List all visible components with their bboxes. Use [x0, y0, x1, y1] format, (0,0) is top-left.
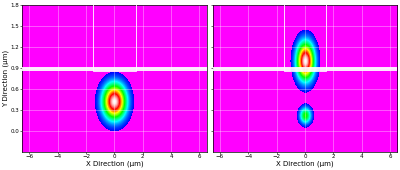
X-axis label: X Direction (μm): X Direction (μm)	[276, 161, 334, 167]
Bar	[93, 67, 136, 71]
Bar	[284, 67, 326, 71]
Bar	[136, 67, 206, 71]
Bar	[326, 67, 397, 71]
Y-axis label: Y Direction (μm): Y Direction (μm)	[3, 50, 9, 107]
Bar	[93, 3, 136, 71]
Bar	[284, 3, 326, 71]
Bar	[22, 67, 93, 71]
Bar	[213, 67, 284, 71]
X-axis label: X Direction (μm): X Direction (μm)	[86, 161, 143, 167]
